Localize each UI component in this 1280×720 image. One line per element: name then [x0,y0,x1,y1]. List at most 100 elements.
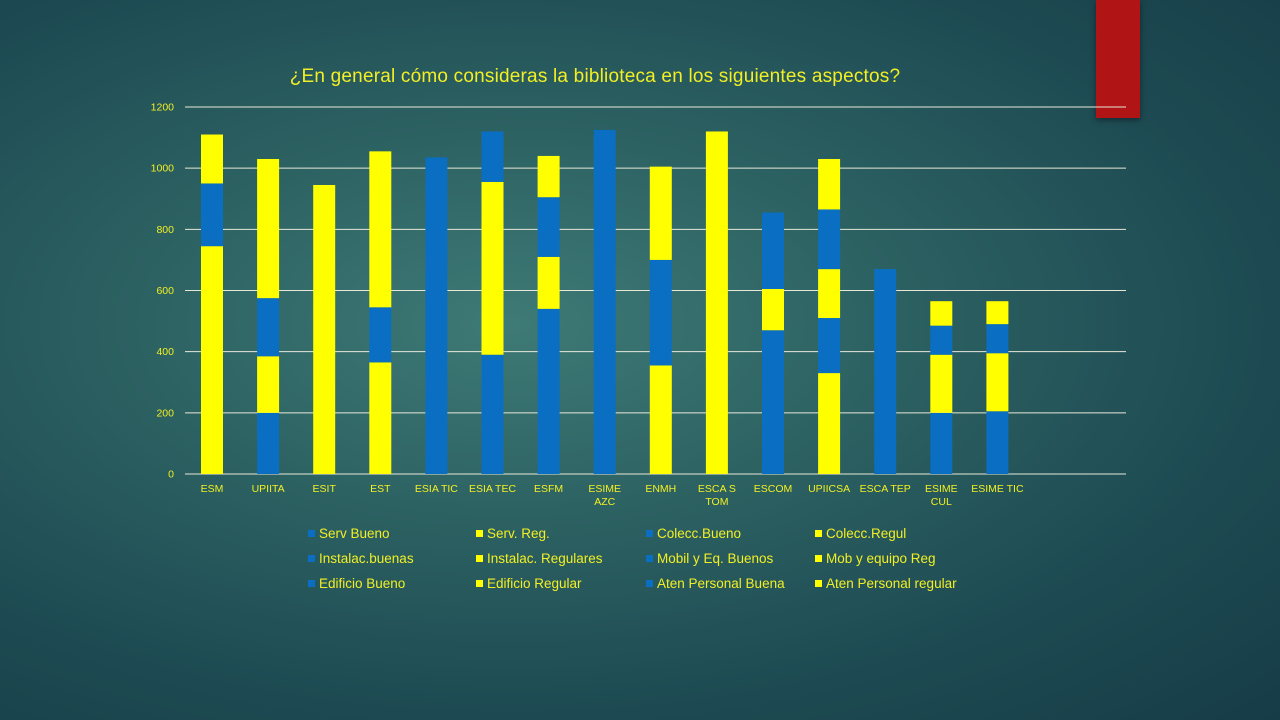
x-category-label: ESCA TEP [860,483,911,495]
legend-swatch [308,554,315,562]
legend-item: Mobil y Eq. Buenos [646,547,815,569]
legend-item: Serv Bueno [308,522,476,544]
legend-item: Colecc.Bueno [646,522,815,544]
bar-segment [537,197,560,257]
bar-segment [818,373,841,474]
bar-segment [257,412,280,474]
x-category-label: UPIITA [252,483,285,495]
x-category-label: ESIA TEC [469,483,516,495]
legend-label: Mobil y Eq. Buenos [657,550,774,566]
bar-segment [201,183,223,247]
legend-swatch [476,579,483,587]
bar-segment [481,131,504,182]
bar-segment [818,209,841,270]
legend-swatch [646,529,653,537]
bar-segment [930,354,953,413]
legend-swatch [646,554,653,562]
legend-swatch [308,529,315,537]
legend-item: Instalac.buenas [308,547,476,569]
x-axis-category-labels: ESM UPIITA ESIT EST ESIA TIC ESIA TEC ESFM ESIM… [201,483,1024,508]
bar-segment [818,318,841,374]
bar-segment [257,356,280,413]
legend-item: Mob y equipo Reg [815,547,1015,569]
bar-segment [762,288,784,331]
bar-segment [762,330,784,474]
bar-segment [481,181,504,355]
legend-label: Edificio Bueno [319,575,406,591]
bar-segment [762,212,784,289]
bar-segment [986,301,1009,325]
x-category-label: ESFM [534,483,563,495]
bar-segment [257,298,280,357]
bar-segment [369,307,392,363]
x-category-label: ESIME [588,483,621,495]
bar-segment [537,155,560,198]
chart-title-text: ¿En general cómo consideras la bibliotec… [289,66,901,87]
bar-segment [257,158,280,299]
legend-item: Aten Personal Buena [646,572,815,594]
legend-label: Serv. Reg. [487,525,550,541]
y-tick-label: 200 [156,407,174,419]
bar-segment [649,166,672,260]
legend-item: Edificio Regular [476,572,646,594]
legend-swatch [815,529,822,537]
legend-swatch [476,554,483,562]
legend-swatch [646,579,653,587]
bar-segment [369,151,392,308]
y-axis-tick-labels: 0 200 400 600 800 1000 1200 [151,102,175,481]
legend-item: Edificio Bueno [308,572,476,594]
bar-segment [986,411,1009,474]
y-tick-label: 0 [168,469,174,481]
legend-label: Aten Personal regular [826,575,957,591]
corner-accent-shape [1096,0,1140,118]
bar-segment [537,308,560,474]
y-tick-label: 800 [156,224,174,236]
y-tick-label: 600 [156,285,174,297]
bar-segment [425,157,448,474]
bar-segment [705,131,728,474]
x-category-label: ESIME [925,483,958,495]
legend-swatch [308,579,315,587]
y-tick-label: 400 [156,346,174,358]
bar-segment [930,325,953,355]
x-category-label: ESM [201,483,224,495]
bar-segment [986,324,1009,354]
x-category-label: EST [370,483,391,495]
legend-swatch [476,529,483,537]
bar-segment [313,184,336,475]
x-category-label: AZC [594,496,615,508]
x-category-label: ESCOM [754,483,793,495]
y-tick-label: 1200 [151,102,175,114]
x-category-label: CUL [931,496,952,508]
x-category-label: TOM [705,496,728,508]
legend-item: Serv. Reg. [476,522,646,544]
bar-segment [930,412,953,474]
legend-swatch [815,554,822,562]
legend-label: Colecc.Bueno [657,525,742,541]
bars [201,129,1009,475]
x-category-label: UPIICSA [808,483,850,495]
x-category-label: ESIA TIC [415,483,458,495]
bar-segment [818,158,841,210]
bar-segment [201,246,223,474]
bar-segment [201,134,223,184]
legend-item: Aten Personal regular [815,572,1015,594]
bar-segment [986,353,1009,412]
bar-segment [369,362,392,474]
legend-label: Instalac.buenas [319,550,414,566]
bar-segment [874,269,897,474]
bar-segment [930,301,953,326]
chart-title: ¿En general cómo consideras la bibliotec… [0,66,1180,88]
x-category-label: ESCA S [698,483,736,495]
y-tick-label: 1000 [151,163,175,175]
legend-label: Instalac. Regulares [487,550,603,566]
bar-segment [481,354,504,474]
legend-label: Mob y equipo Reg [826,550,936,566]
x-category-label: ENMH [645,483,676,495]
legend-label: Serv Bueno [319,525,390,541]
bar-segment [537,256,560,309]
legend-label: Edificio Regular [487,575,582,591]
legend-item: Instalac. Regulares [476,547,646,569]
bar-segment [649,365,672,474]
